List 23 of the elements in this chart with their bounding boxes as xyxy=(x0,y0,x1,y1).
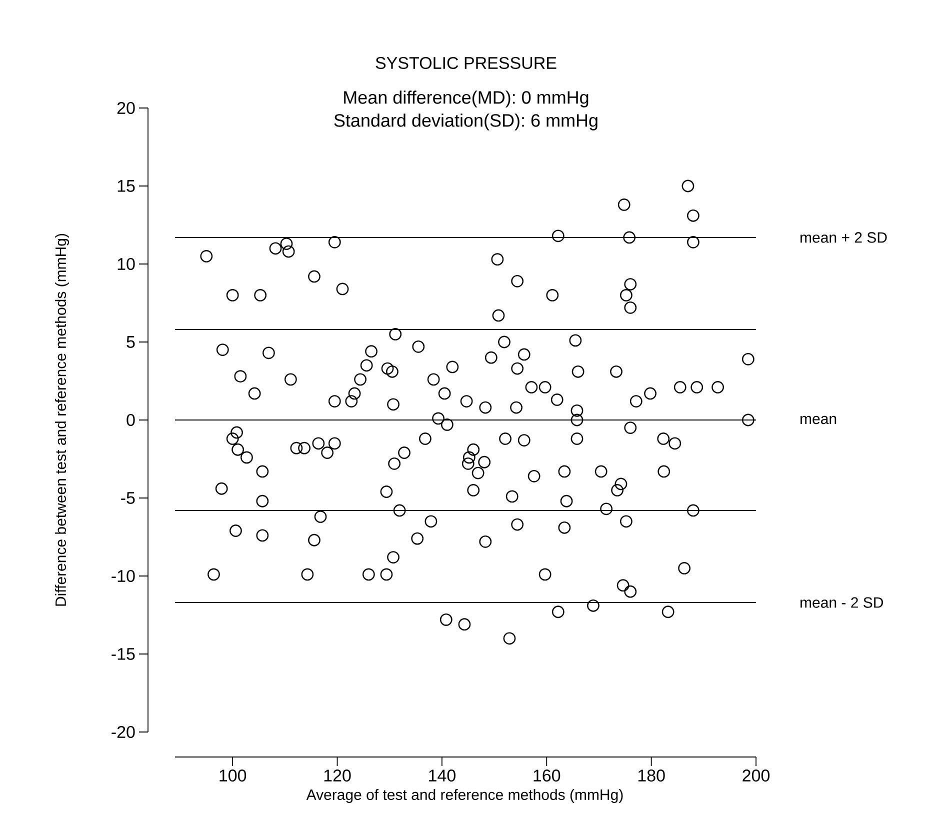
y-tick-label: -5 xyxy=(121,492,135,504)
x-tick-label: 140 xyxy=(429,770,456,782)
y-tick-label: 5 xyxy=(126,336,135,348)
x-tick-label: 180 xyxy=(638,770,665,782)
y-tick-label: -20 xyxy=(112,726,135,738)
ref-line-label: mean - 2 SD xyxy=(800,597,884,608)
y-tick-label: -15 xyxy=(112,648,135,660)
y-tick-label: -10 xyxy=(112,570,135,582)
x-tick-label: 100 xyxy=(220,770,246,782)
y-tick-label: 20 xyxy=(117,102,135,114)
x-tick-label: 160 xyxy=(534,770,560,782)
ref-line-label: mean xyxy=(800,416,836,424)
y-tick-label: 15 xyxy=(118,180,135,192)
y-tick-label: 10 xyxy=(118,258,135,270)
x-tick-label: 120 xyxy=(324,770,351,782)
y-tick-label: 0 xyxy=(126,414,135,426)
chart-subtitle: Mean difference(MD): 0 mmHg xyxy=(344,90,588,108)
y-axis-title: Difference between test and reference methods (mmHg) xyxy=(55,234,69,606)
x-axis-title: Average of test and reference methods (mmHg) xyxy=(306,789,623,803)
x-tick-label: 200 xyxy=(742,770,770,782)
ref-line-label: mean + 2 SD xyxy=(800,232,887,243)
annotation: Standard deviation(SD): 6 mmHg xyxy=(334,114,598,130)
chart-title: SYSTOLIC PRESSURE xyxy=(376,56,556,70)
